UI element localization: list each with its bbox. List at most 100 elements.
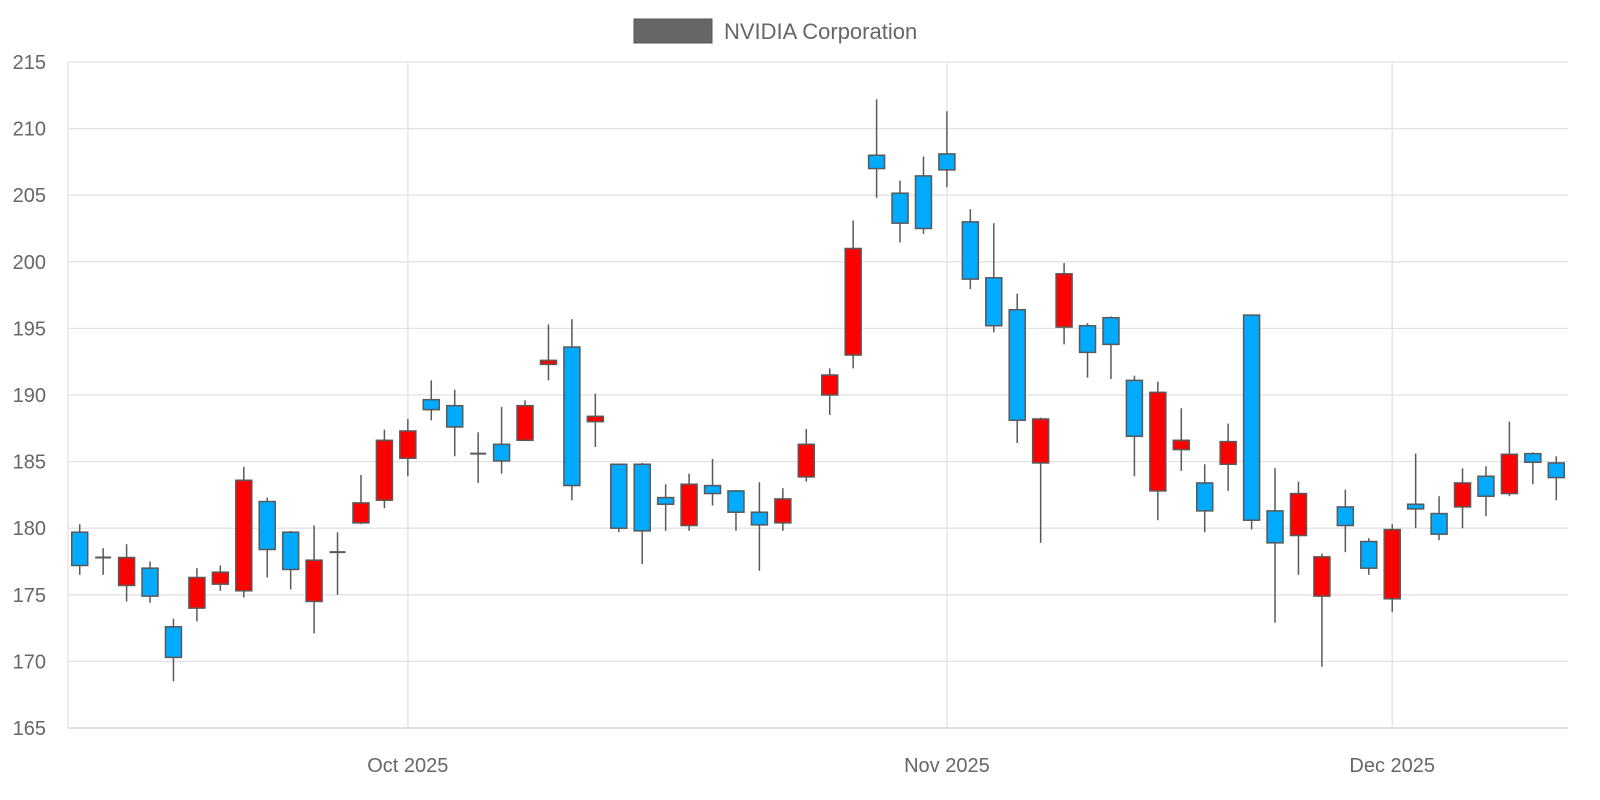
candle <box>211 565 230 591</box>
y-tick-label: 175 <box>13 585 46 607</box>
candle <box>141 561 159 603</box>
legend[interactable]: NVIDIA Corporation <box>633 18 917 44</box>
candle-body <box>1524 452 1542 464</box>
candle <box>352 474 370 525</box>
y-tick-label: 210 <box>13 119 46 141</box>
candle-body <box>1031 418 1050 464</box>
legend-label: NVIDIA Corporation <box>724 19 917 44</box>
candle-body <box>516 404 534 442</box>
candle <box>703 458 722 506</box>
candle-body <box>281 531 300 571</box>
candle-body <box>117 556 136 587</box>
candle <box>774 488 792 531</box>
candle-body <box>539 359 558 366</box>
candle-body <box>492 443 511 462</box>
candle-body <box>188 576 206 609</box>
candle <box>95 548 112 575</box>
candle-body <box>305 559 323 603</box>
candle <box>1219 423 1237 491</box>
candle <box>1125 375 1144 477</box>
candle-body <box>867 154 886 170</box>
candle-body <box>422 398 441 411</box>
candle-body <box>844 247 862 356</box>
candle <box>470 432 487 483</box>
candle-body <box>1172 439 1191 451</box>
legend-swatch <box>633 18 713 44</box>
candle-body <box>1383 528 1401 600</box>
candle-body <box>1195 482 1214 512</box>
grid <box>67 61 1568 729</box>
candle-body <box>586 415 605 423</box>
candle-body <box>1360 540 1378 569</box>
candle-body <box>399 430 417 460</box>
y-axis: 165 170 175 180 185 190 195 200 205 210 215 <box>13 52 46 740</box>
candle <box>797 428 816 482</box>
candle-body <box>352 502 370 524</box>
x-axis: Oct 2025 Nov 2025 Dec 2025 <box>367 755 1435 777</box>
candle-body <box>1055 273 1073 328</box>
candle-body <box>1313 556 1331 597</box>
y-tick-label: 185 <box>13 452 46 474</box>
candle-body <box>1008 309 1026 422</box>
candle-body <box>445 404 464 428</box>
candle <box>1102 316 1120 380</box>
candle-body <box>141 567 159 597</box>
candle-body <box>610 463 628 529</box>
candle <box>1383 524 1401 613</box>
candle-body <box>1477 475 1495 497</box>
candle <box>680 473 698 531</box>
candle-body <box>680 483 698 527</box>
candle <box>727 490 745 531</box>
candle <box>539 324 558 381</box>
candle <box>445 389 464 457</box>
candle <box>258 497 276 578</box>
candle <box>938 111 956 188</box>
candle-body <box>891 192 909 224</box>
candle <box>1500 421 1519 497</box>
candle-body <box>985 277 1003 327</box>
candle-body <box>1289 492 1308 537</box>
candle <box>329 532 346 595</box>
candle <box>1430 496 1448 541</box>
candle-body <box>1242 314 1261 521</box>
candle <box>1172 408 1191 471</box>
candle <box>563 319 581 501</box>
candle-body <box>727 490 745 513</box>
candle-body <box>1336 506 1355 527</box>
candle <box>188 568 206 622</box>
y-tick-label: 200 <box>13 252 46 274</box>
candle <box>1406 453 1425 529</box>
candle <box>914 156 933 234</box>
candle <box>375 429 394 509</box>
candle-body <box>258 500 276 551</box>
candle-body <box>774 498 792 524</box>
candle-body <box>563 346 581 487</box>
candle <box>1313 553 1331 667</box>
candle-body <box>703 484 722 495</box>
candle-body <box>1547 462 1566 479</box>
candle-body <box>1453 482 1472 508</box>
candle <box>820 368 839 415</box>
candle-body <box>1149 391 1167 492</box>
candles <box>70 99 1566 682</box>
candle <box>1477 466 1495 517</box>
candle-body <box>1078 324 1097 354</box>
candle <box>586 393 605 447</box>
candle <box>281 530 300 590</box>
candle <box>1055 263 1073 345</box>
candle <box>117 544 136 602</box>
candle-body <box>961 221 980 280</box>
candle <box>235 466 253 598</box>
candle-body <box>750 511 769 526</box>
candle-body <box>656 496 675 505</box>
candle <box>844 220 862 369</box>
candle <box>985 223 1003 333</box>
candle <box>305 525 323 634</box>
candle <box>1195 464 1214 533</box>
y-tick-label: 180 <box>13 518 46 540</box>
x-tick-label: Dec 2025 <box>1349 755 1435 777</box>
candle-body <box>235 479 253 592</box>
candle <box>1453 468 1472 529</box>
y-tick-label: 170 <box>13 651 46 673</box>
x-tick-label: Oct 2025 <box>367 755 448 777</box>
